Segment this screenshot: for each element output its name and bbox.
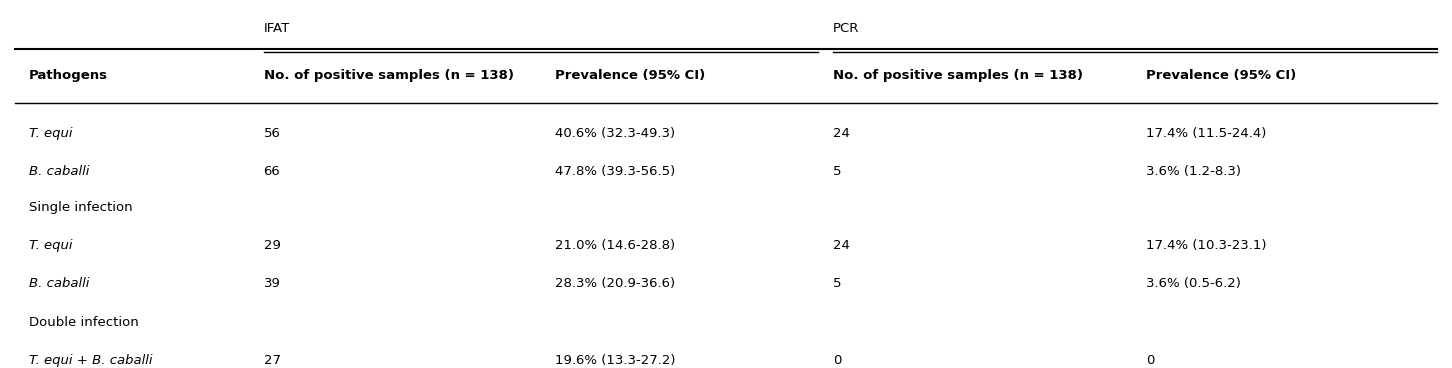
Text: No. of positive samples (n = 138): No. of positive samples (n = 138) (833, 69, 1083, 82)
Text: T. equi + B. caballi: T. equi + B. caballi (29, 354, 152, 367)
Text: 17.4% (10.3-23.1): 17.4% (10.3-23.1) (1146, 239, 1266, 252)
Text: 5: 5 (833, 165, 841, 178)
Text: 19.6% (13.3-27.2): 19.6% (13.3-27.2) (555, 354, 675, 367)
Text: 5: 5 (833, 277, 841, 290)
Text: Pathogens: Pathogens (29, 69, 107, 82)
Text: No. of positive samples (n = 138): No. of positive samples (n = 138) (264, 69, 514, 82)
Text: B. caballi: B. caballi (29, 165, 89, 178)
Text: Prevalence (95% CI): Prevalence (95% CI) (555, 69, 706, 82)
Text: IFAT: IFAT (264, 22, 290, 35)
Text: 39: 39 (264, 277, 280, 290)
Text: T. equi: T. equi (29, 239, 73, 252)
Text: B. caballi: B. caballi (29, 277, 89, 290)
Text: 24: 24 (833, 239, 849, 252)
Text: 3.6% (1.2-8.3): 3.6% (1.2-8.3) (1146, 165, 1241, 178)
Text: PCR: PCR (833, 22, 860, 35)
Text: 56: 56 (264, 127, 280, 140)
Text: 28.3% (20.9-36.6): 28.3% (20.9-36.6) (555, 277, 675, 290)
Text: 0: 0 (1146, 354, 1154, 367)
Text: 66: 66 (264, 165, 280, 178)
Text: 24: 24 (833, 127, 849, 140)
Text: 0: 0 (833, 354, 841, 367)
Text: Double infection: Double infection (29, 316, 138, 329)
Text: 3.6% (0.5-6.2): 3.6% (0.5-6.2) (1146, 277, 1240, 290)
Text: 29: 29 (264, 239, 280, 252)
Text: 17.4% (11.5-24.4): 17.4% (11.5-24.4) (1146, 127, 1266, 140)
Text: Prevalence (95% CI): Prevalence (95% CI) (1146, 69, 1297, 82)
Text: 47.8% (39.3-56.5): 47.8% (39.3-56.5) (555, 165, 675, 178)
Text: T. equi: T. equi (29, 127, 73, 140)
Text: 27: 27 (264, 354, 280, 367)
Text: Single infection: Single infection (29, 201, 132, 214)
Text: 40.6% (32.3-49.3): 40.6% (32.3-49.3) (555, 127, 675, 140)
Text: 21.0% (14.6-28.8): 21.0% (14.6-28.8) (555, 239, 675, 252)
